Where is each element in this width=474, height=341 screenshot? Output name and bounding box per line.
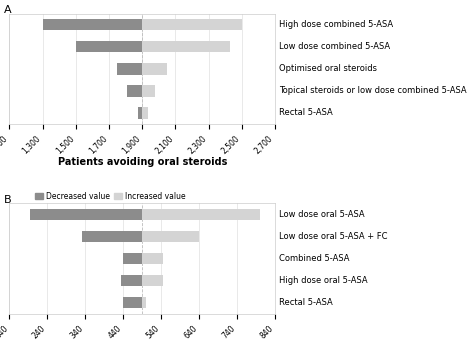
Bar [142,41,230,53]
Bar [121,275,142,286]
Text: Combined 5-ASA: Combined 5-ASA [279,254,349,263]
Bar [142,297,146,308]
Bar [117,63,142,75]
Bar [142,63,167,75]
Text: Low dose combined 5-ASA: Low dose combined 5-ASA [279,42,390,51]
Bar [142,209,260,220]
Bar [76,41,142,53]
Bar [142,253,163,264]
Bar [138,107,142,119]
Text: High dose oral 5-ASA: High dose oral 5-ASA [279,276,367,285]
Bar [127,85,142,97]
Bar [43,19,142,30]
Bar [142,275,163,286]
X-axis label: Patients avoiding oral steroids: Patients avoiding oral steroids [57,157,227,167]
Bar [123,297,142,308]
Bar [142,85,155,97]
Text: Low dose oral 5-ASA + FC: Low dose oral 5-ASA + FC [279,232,387,241]
Text: High dose combined 5-ASA: High dose combined 5-ASA [279,20,393,29]
Legend: Decreased value, Increased value: Decreased value, Increased value [35,192,186,201]
Text: Topical steroids or low dose combined 5-ASA: Topical steroids or low dose combined 5-… [279,86,466,95]
Text: Rectal 5-ASA: Rectal 5-ASA [279,298,333,307]
Text: Optimised oral steroids: Optimised oral steroids [279,64,377,73]
Bar [82,231,142,242]
Text: B: B [4,195,12,205]
Bar [142,231,199,242]
Bar [30,209,142,220]
Bar [123,253,142,264]
Text: Low dose oral 5-ASA: Low dose oral 5-ASA [279,210,365,219]
Text: Rectal 5-ASA: Rectal 5-ASA [279,108,333,117]
Bar [142,107,148,119]
Bar [142,19,242,30]
Text: A: A [4,5,12,15]
